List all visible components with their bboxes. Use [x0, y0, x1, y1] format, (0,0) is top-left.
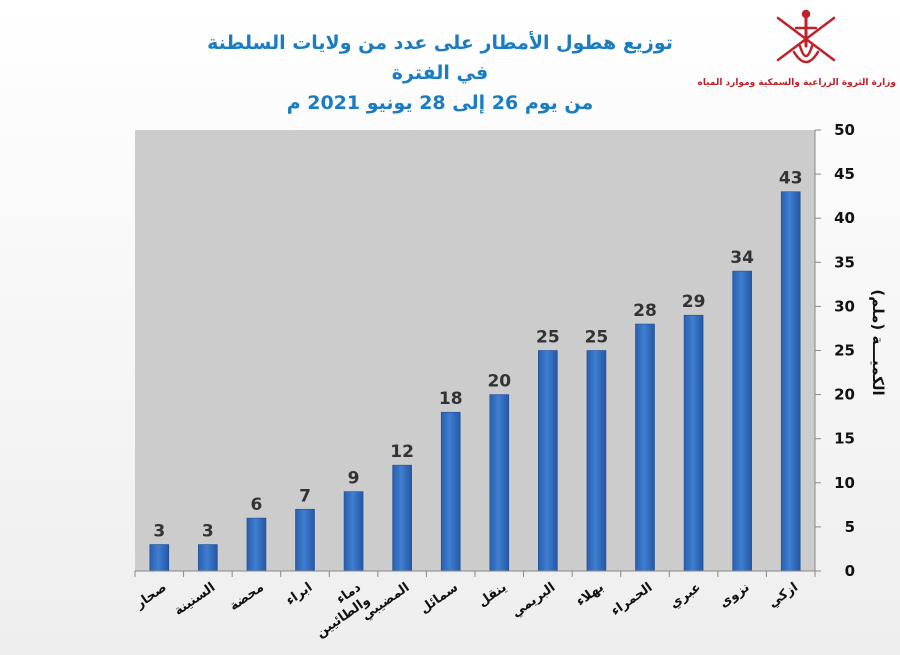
ministry-logo: وزارة الثروة الزراعية والسمكية وموارد ال… — [697, 6, 896, 96]
data-label: 34 — [730, 248, 754, 268]
category-labels-group: صحار السنينة محضة ابراء دماءوالطائيينالمضيبي… — [132, 580, 801, 641]
bar — [343, 491, 364, 572]
bar — [149, 544, 170, 572]
data-label: 25 — [536, 328, 560, 348]
chart-title-line-1: توزيع هطول الأمطار على عدد من ولايات الس… — [207, 32, 673, 84]
data-label: 3 — [202, 522, 214, 542]
y-tick-label: 10 — [834, 474, 855, 492]
category-label: ازكي — [766, 580, 801, 611]
category-label: ينقل — [475, 580, 509, 610]
bar — [586, 350, 607, 572]
category-label: نزوى — [717, 580, 753, 611]
ministry-name: وزارة الثروة الزراعية والسمكية وموارد ال… — [697, 78, 896, 88]
y-tick-label: 35 — [834, 253, 855, 271]
data-label: 3 — [153, 522, 165, 542]
category-label: ابراء — [283, 580, 315, 609]
bar — [538, 350, 558, 572]
data-label: 18 — [439, 389, 463, 409]
data-label: 20 — [487, 372, 511, 392]
bar — [683, 314, 704, 572]
category-label: البريمي — [509, 580, 558, 621]
data-label: 9 — [348, 469, 360, 489]
y-tick-label: 25 — [834, 342, 855, 360]
bar — [732, 270, 752, 572]
chart-title: توزيع هطول الأمطار على عدد من ولايات الس… — [200, 28, 680, 118]
chart-title-line-2: من يوم 26 إلى 28 يونيو 2021 م — [286, 92, 594, 114]
data-label: 25 — [585, 328, 609, 348]
y-tick-label: 5 — [845, 518, 855, 536]
y-tick-label: 0 — [845, 562, 855, 580]
data-label: 28 — [633, 301, 657, 321]
category-label: السنينة — [172, 580, 219, 619]
bar — [489, 394, 510, 572]
data-label: 7 — [299, 486, 311, 506]
category-label: الحمراء — [608, 580, 655, 619]
y-tick-label: 50 — [834, 121, 855, 139]
bar — [246, 517, 267, 572]
bar — [635, 323, 655, 572]
y-tick-label: 15 — [834, 430, 855, 448]
category-label: محضة — [227, 580, 267, 614]
bar — [198, 544, 218, 572]
khanjar-emblem-icon — [776, 9, 836, 64]
category-label: صحار — [132, 580, 170, 613]
data-label: 6 — [251, 495, 263, 515]
plot-area — [135, 130, 815, 571]
y-tick-label: 20 — [834, 386, 855, 404]
category-label: عبري — [667, 580, 704, 612]
data-label: 12 — [390, 442, 414, 462]
y-tick-label: 45 — [834, 165, 855, 183]
bars-group — [149, 191, 801, 572]
data-labels-group: 3 3 6 7 9 12 18 20 25 25 28 29 34 43 — [153, 169, 802, 542]
data-label: 29 — [682, 292, 706, 312]
bar — [780, 191, 801, 572]
bar — [295, 508, 315, 572]
bar — [440, 411, 461, 572]
y-axis: 0 5 10 15 20 25 30 35 40 45 50 — [814, 121, 855, 580]
category-label: بهلاء — [574, 580, 607, 609]
y-tick-label: 30 — [834, 297, 855, 315]
x-axis — [134, 570, 816, 577]
y-axis-title: الكميـــة (ملم) — [869, 289, 887, 395]
category-label: سمائل — [417, 580, 461, 617]
bar — [392, 464, 412, 572]
y-tick-label: 40 — [834, 209, 855, 227]
data-label: 43 — [779, 169, 803, 189]
